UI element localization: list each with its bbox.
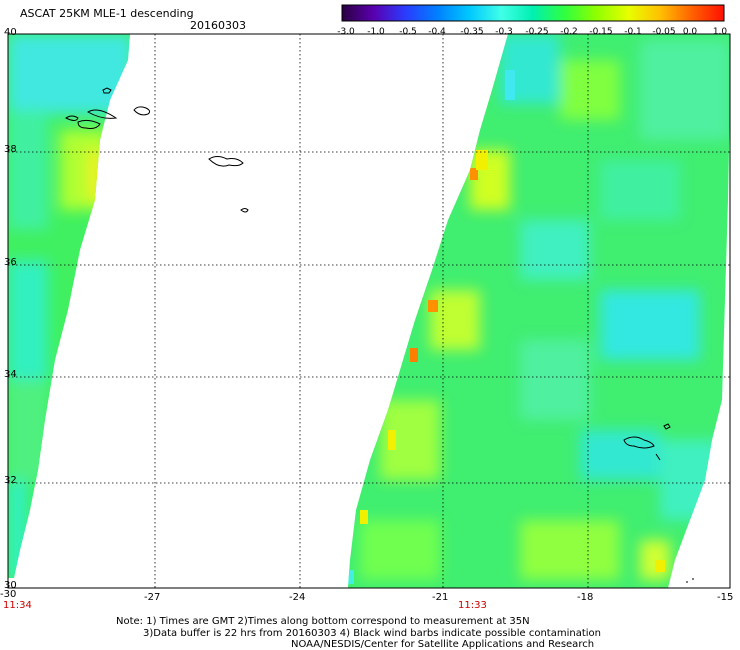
y-tick-label: 34 — [4, 369, 17, 380]
map-title: ASCAT 25KM MLE-1 descending — [20, 7, 194, 20]
map-frame — [7, 33, 731, 589]
colorbar-label: -0.3 — [495, 27, 513, 37]
colorbar-label: -1.0 — [367, 27, 385, 37]
y-tick-label: 32 — [4, 475, 17, 486]
colorbar — [341, 4, 725, 22]
x-tick-label: -18 — [577, 592, 594, 603]
x-tick-label: -15 — [717, 592, 734, 603]
x-tick-label: -30 — [0, 589, 17, 600]
colorbar-label: -0.25 — [525, 27, 549, 37]
map-grid — [8, 34, 730, 588]
colorbar-gradient — [341, 4, 725, 22]
note-line-3: NOAA/NESDIS/Center for Satellite Applica… — [291, 639, 595, 650]
y-tick-label: 36 — [4, 257, 17, 268]
colorbar-label: 0.0 — [682, 27, 698, 37]
colorbar-label: -3.0 — [337, 27, 355, 37]
colorbar-label: -0.1 — [624, 27, 642, 37]
y-tick-label: 30 — [4, 580, 17, 591]
swath-time-right: 11:33 — [458, 600, 487, 611]
map-date: 20160303 — [190, 19, 246, 32]
colorbar-label: -0.05 — [652, 27, 676, 37]
colorbar-label: -0.5 — [399, 27, 417, 37]
x-tick-label: -24 — [289, 592, 306, 603]
y-tick-label: 38 — [4, 144, 17, 155]
note-line-2: 3)Data buffer is 22 hrs from 20160303 4)… — [143, 628, 601, 639]
island-outlines — [65, 87, 694, 583]
colorbar-label: -0.4 — [428, 27, 446, 37]
colorbar-label: -0.35 — [460, 27, 484, 37]
x-tick-label: -27 — [144, 592, 161, 603]
swath-time-left: 11:34 — [3, 600, 32, 611]
y-tick-label: 40 — [4, 27, 17, 38]
colorbar-label: -0.15 — [589, 27, 613, 37]
x-tick-label: -21 — [432, 592, 449, 603]
colorbar-label: -0.2 — [560, 27, 578, 37]
colorbar-label: 1.0 — [712, 27, 728, 37]
right-swath — [348, 34, 730, 588]
note-line-1: Note: 1) Times are GMT 2)Times along bot… — [116, 616, 530, 627]
